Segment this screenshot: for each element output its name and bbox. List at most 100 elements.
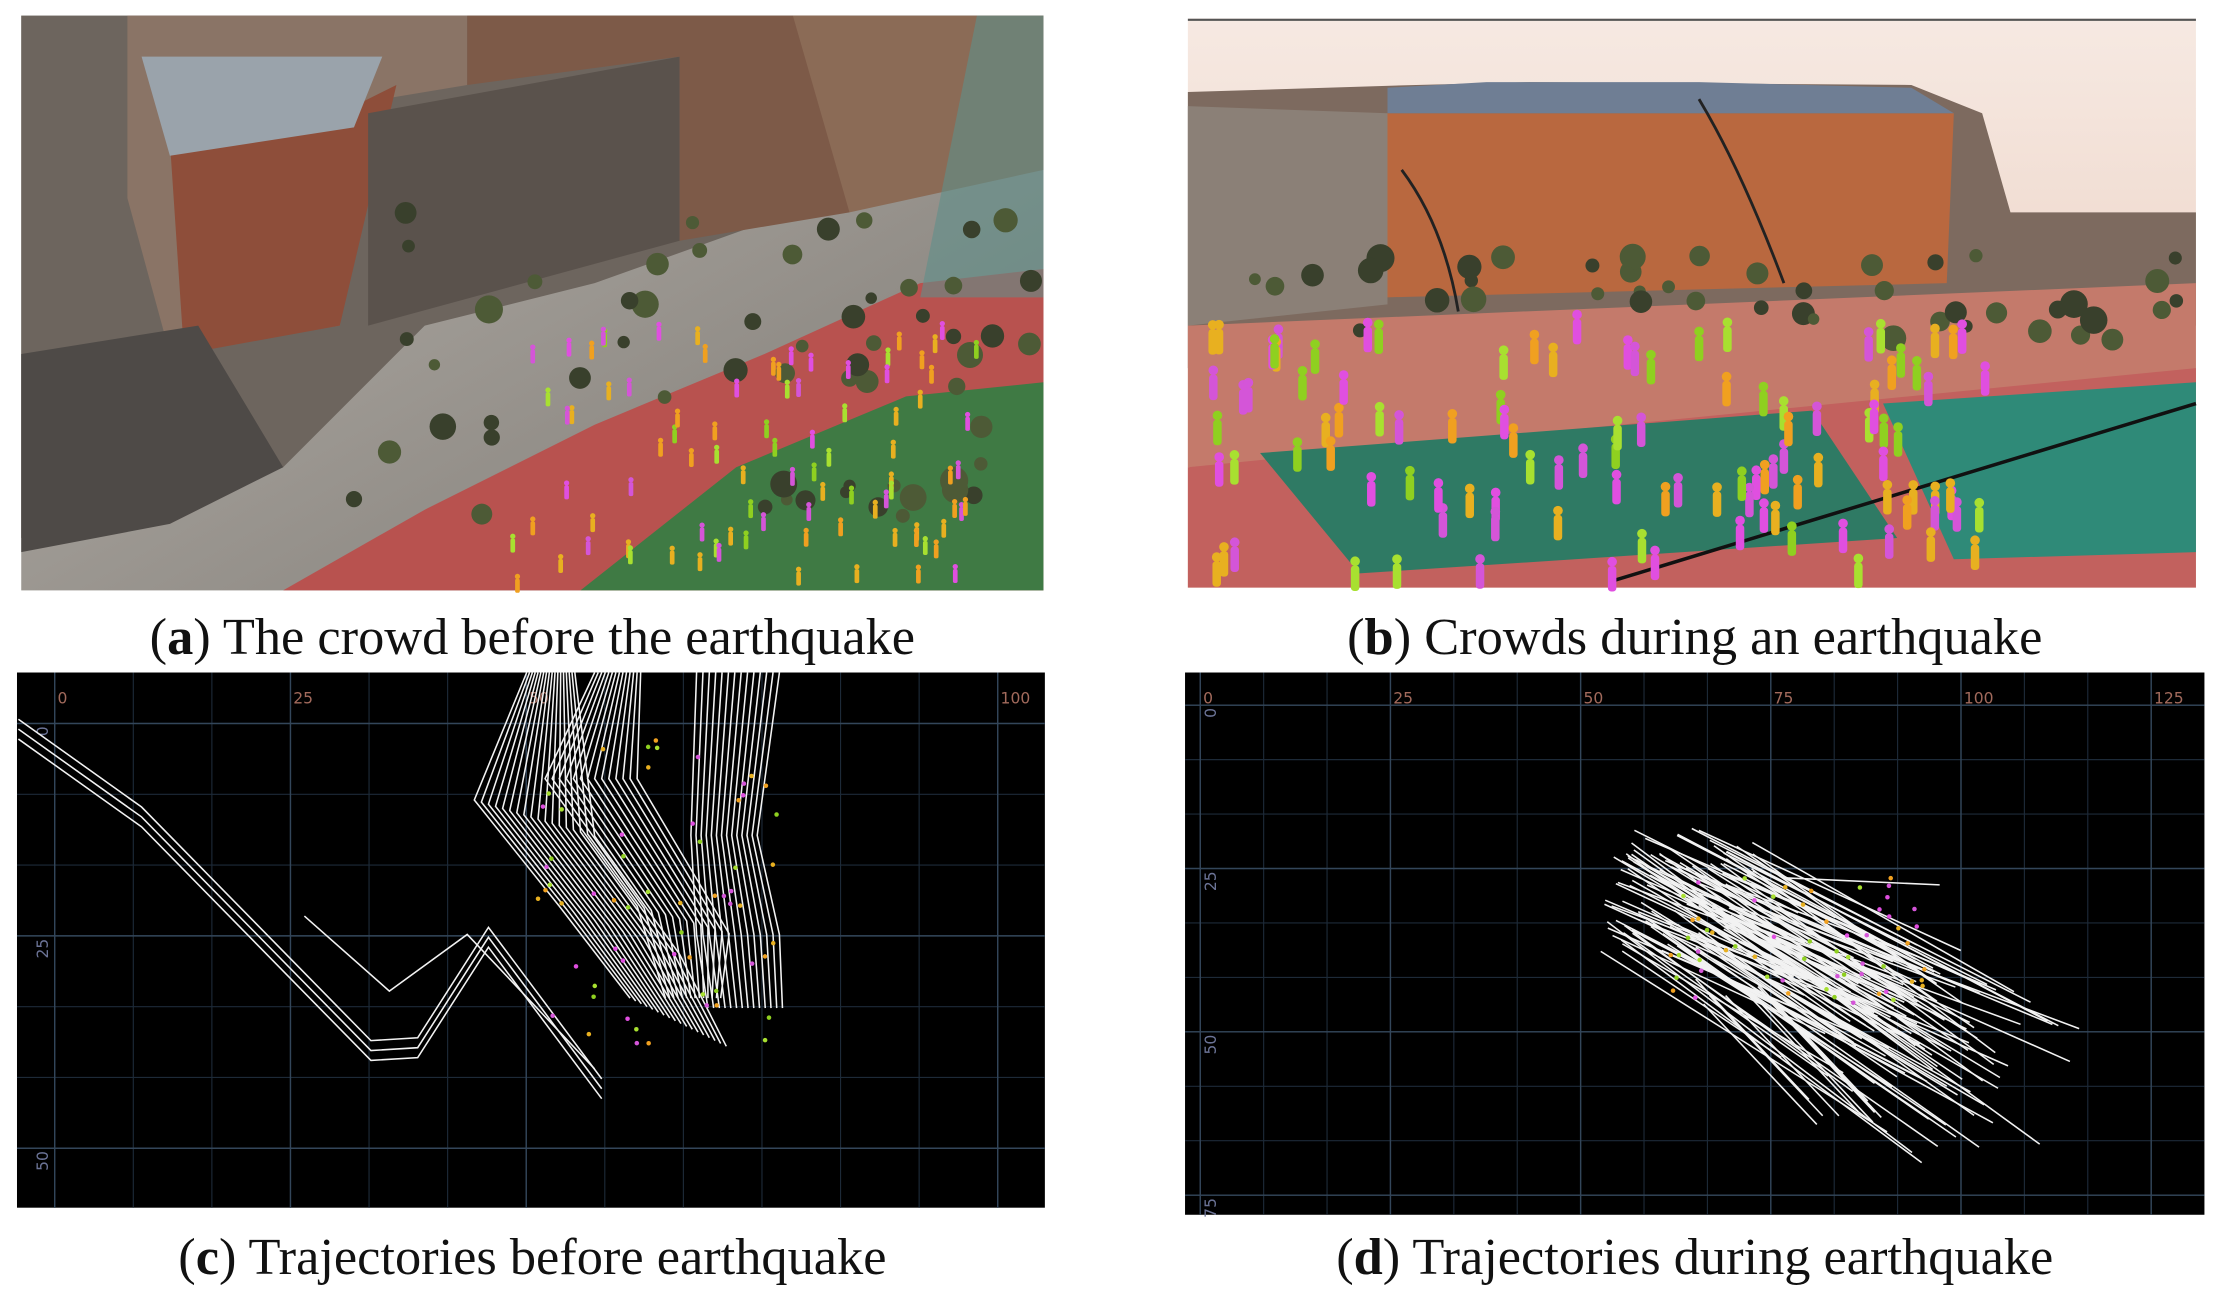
person-head (919, 350, 925, 356)
agent (695, 754, 701, 760)
trajectory (705, 672, 726, 1009)
caption-paren: ( (1347, 608, 1364, 666)
person-head (590, 513, 596, 519)
agent (573, 964, 579, 969)
tree (1460, 286, 1487, 313)
person-head (1464, 483, 1475, 494)
person-head (699, 522, 705, 528)
person (1752, 474, 1761, 500)
agent (1832, 994, 1837, 1000)
person (939, 325, 945, 340)
tree (1491, 245, 1515, 270)
photo-crowd-during (1187, 18, 2197, 592)
trajectory (574, 672, 728, 1047)
person-head (1948, 324, 1959, 335)
tree (2028, 319, 2052, 343)
person (922, 541, 928, 556)
person-head (883, 489, 889, 495)
person (884, 369, 890, 384)
person (1374, 328, 1383, 355)
person-head (1908, 480, 1919, 490)
person (810, 434, 815, 449)
caption-paren: ( (150, 608, 167, 666)
person-head (1273, 324, 1284, 335)
tree (428, 359, 441, 371)
agent (550, 1013, 555, 1019)
agent (1885, 895, 1890, 900)
agent (613, 946, 618, 952)
person (892, 532, 898, 547)
person-head (1572, 309, 1582, 320)
person (1310, 348, 1320, 374)
person-head (1548, 342, 1558, 353)
agent (714, 1003, 719, 1008)
x-tick-label: 100 (1001, 690, 1031, 708)
person (1392, 563, 1402, 589)
tree (429, 413, 457, 440)
person (784, 384, 790, 399)
person (790, 471, 795, 486)
person (1630, 350, 1640, 377)
person-head (884, 364, 890, 370)
trajectory (1757, 986, 1872, 1108)
tree (899, 484, 927, 511)
trajectory (1728, 888, 2053, 1026)
trajectory (1722, 872, 1997, 991)
person-head (1650, 545, 1660, 556)
person (699, 527, 705, 542)
trajectory (1760, 991, 1876, 1114)
person (883, 494, 889, 509)
person-head (1875, 318, 1886, 329)
caption-paren: ( (178, 1228, 195, 1286)
tree (2101, 328, 2124, 351)
agent (671, 951, 677, 957)
tree (399, 332, 414, 347)
person-head (1646, 349, 1656, 360)
agent (1668, 952, 1674, 958)
person (1530, 338, 1539, 365)
agent (611, 898, 617, 903)
person-head (955, 460, 961, 466)
tree (816, 217, 840, 241)
person (1712, 491, 1722, 517)
agent (1802, 956, 1807, 962)
person-head (566, 337, 572, 343)
person-head (1902, 495, 1912, 505)
person (1771, 509, 1780, 536)
person (1491, 515, 1500, 542)
caption: (d) Trajectories during earthquake (1336, 1228, 2053, 1286)
photo-crowd-before (21, 15, 1044, 593)
person (1887, 364, 1897, 390)
agent (1693, 995, 1698, 1000)
person-head (1853, 553, 1864, 564)
person (1879, 455, 1888, 482)
agent (1690, 917, 1695, 923)
person-head (1508, 423, 1519, 433)
x-tick-label: 75 (1774, 690, 1794, 708)
person (1879, 422, 1889, 449)
tree (402, 239, 415, 253)
tree (1944, 301, 1967, 324)
person-head (848, 485, 855, 491)
trajectory (1709, 944, 1948, 1087)
person-head (914, 522, 920, 528)
agent (741, 781, 747, 786)
trajectory (1622, 900, 1795, 978)
person (1612, 478, 1621, 505)
agent (1919, 977, 1925, 983)
agent (1920, 983, 1925, 989)
trajectory (1691, 827, 1918, 946)
agent (733, 865, 738, 870)
trajectory (1623, 932, 1829, 1077)
x-tick-label: 25 (1393, 690, 1413, 708)
person-head (1529, 329, 1540, 340)
agent (687, 955, 692, 960)
tree (1019, 269, 1043, 292)
trajectory (1658, 852, 1916, 1047)
person-head (1208, 365, 1219, 376)
person-head (1957, 319, 1967, 329)
person-head (569, 405, 575, 411)
trajectory (636, 672, 730, 999)
tree (620, 291, 639, 310)
